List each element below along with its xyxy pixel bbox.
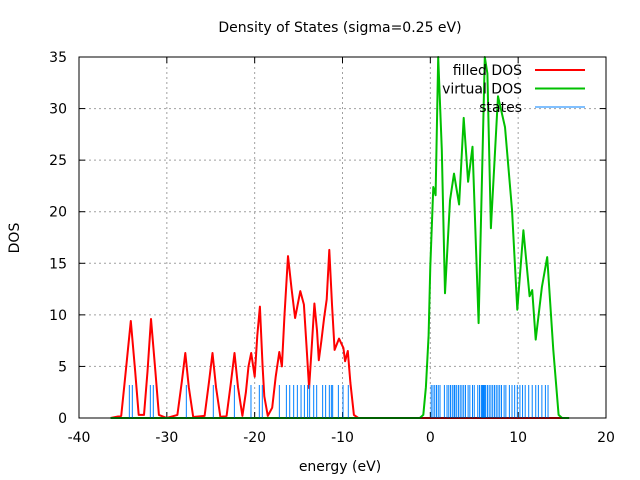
x-axis-label: energy (eV) <box>299 459 381 475</box>
grid <box>79 57 606 418</box>
legend-label-virtual-dos: virtual DOS <box>442 82 522 98</box>
y-tick-label: 30 <box>49 102 67 118</box>
legend-label-filled-dos: filled DOS <box>453 63 522 79</box>
x-tick-label: 20 <box>597 430 615 446</box>
plot-marks <box>110 56 570 419</box>
y-tick-label: 5 <box>58 359 67 375</box>
chart-title: Density of States (sigma=0.25 eV) <box>218 20 461 36</box>
x-tick-label: 0 <box>426 430 435 446</box>
virtual-dos-line <box>110 56 570 419</box>
x-tick-label: 10 <box>509 430 527 446</box>
y-axis-label: DOS <box>7 223 23 254</box>
y-tick-label: 10 <box>49 308 67 324</box>
legend: filled DOS virtual DOS states <box>442 63 585 116</box>
y-tick-label: 35 <box>49 50 67 66</box>
y-tick-label: 15 <box>49 256 67 272</box>
axis-ticks: -40 -30 -20 -10 0 10 20 0 5 10 15 20 25 30 35 <box>49 50 615 446</box>
x-tick-label: -20 <box>243 430 266 446</box>
y-tick-label: 25 <box>49 153 67 169</box>
x-tick-label: -30 <box>155 430 178 446</box>
x-tick-label: -40 <box>68 430 91 446</box>
y-tick-label: 20 <box>49 205 67 221</box>
legend-label-states: states <box>479 100 522 116</box>
filled-dos-line <box>110 248 570 419</box>
y-tick-label: 0 <box>58 411 67 427</box>
x-tick-label: -10 <box>331 430 354 446</box>
plot-frame <box>78 56 607 419</box>
